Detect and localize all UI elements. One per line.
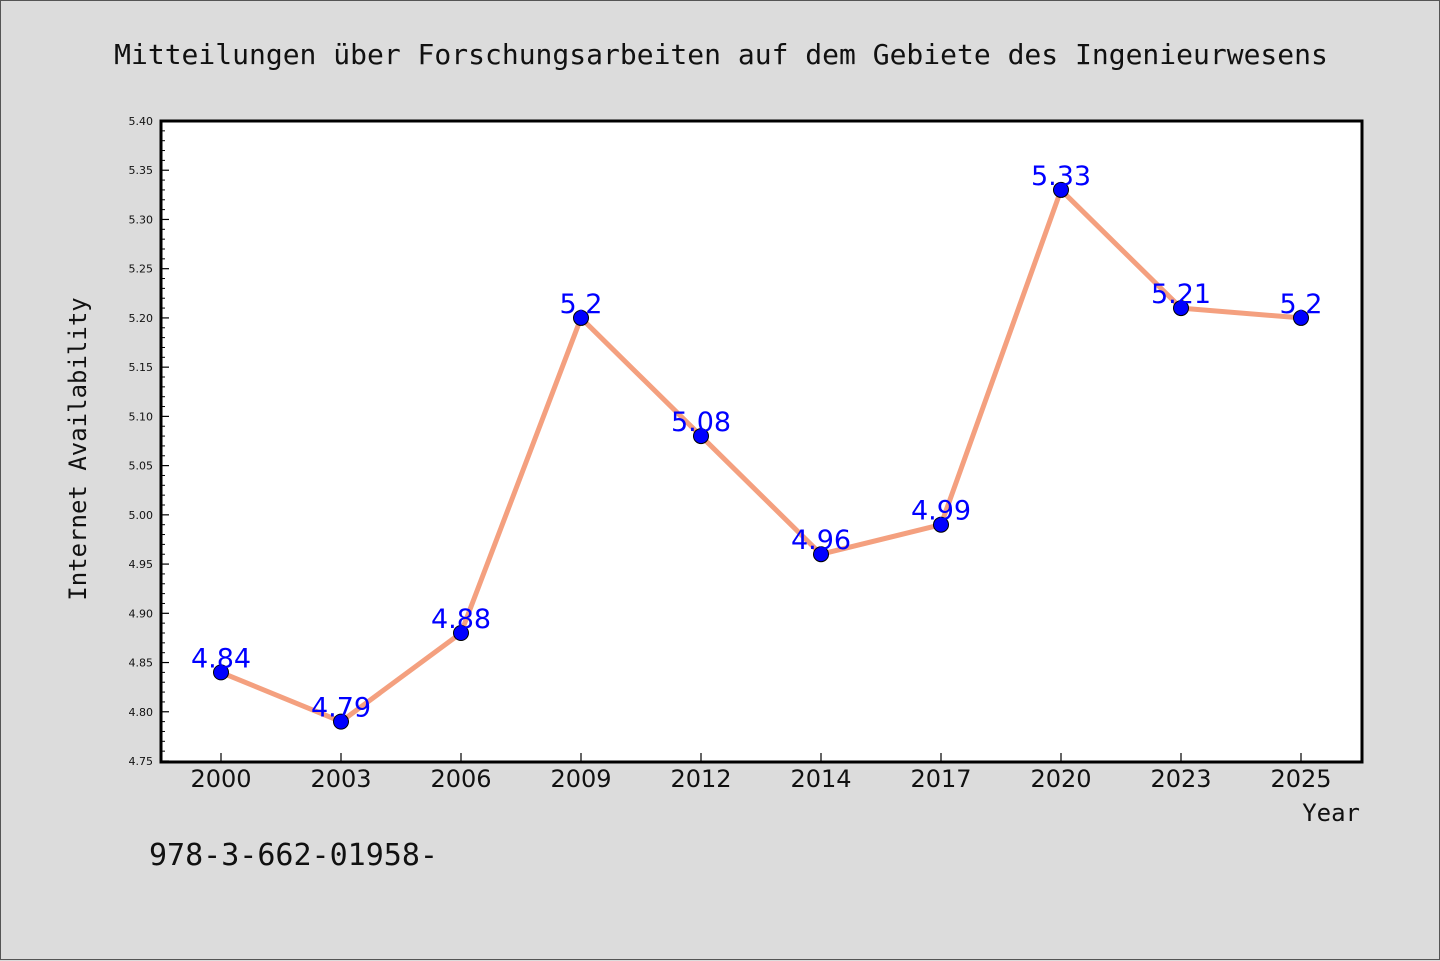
x-tick-label: 2009 — [550, 765, 611, 793]
y-tick-label: 4.95 — [129, 558, 154, 571]
data-label: 4.79 — [311, 693, 371, 724]
x-tick-label: 2023 — [1150, 765, 1211, 793]
y-tick-label: 5.25 — [129, 263, 154, 276]
y-axis: 4.75 4.80 4.85 4.90 4.95 5.00 5.05 5.10 5.15 5.20… — [129, 115, 169, 768]
x-axis: 2000 2003 2006 2009 2012 2014 2017 2020 2023 2025 — [190, 753, 1332, 793]
y-tick-label: 5.30 — [129, 213, 154, 226]
y-tick-label: 4.75 — [129, 755, 154, 768]
y-tick-label: 5.05 — [129, 460, 154, 473]
x-tick-label: 2020 — [1030, 765, 1091, 793]
data-label: 4.99 — [911, 496, 971, 527]
data-point — [1293, 309, 1309, 326]
y-tick-label: 4.85 — [129, 657, 154, 670]
data-label: 5.2 — [1280, 289, 1323, 320]
data-point — [573, 309, 589, 326]
y-tick-label: 5.00 — [129, 509, 154, 522]
data-label: 4.88 — [431, 604, 491, 635]
x-tick-label: 2003 — [310, 765, 371, 793]
series-line — [220, 187, 1302, 725]
data-point — [453, 625, 469, 641]
x-tick-label: 2012 — [670, 765, 731, 793]
y-tick-label: 5.40 — [129, 115, 154, 128]
data-point — [213, 664, 229, 681]
data-point — [1173, 300, 1189, 317]
data-label: 4.84 — [191, 643, 251, 674]
data-label: 5.21 — [1151, 279, 1211, 310]
x-tick-label: 2025 — [1270, 765, 1331, 793]
y-tick-label: 4.90 — [129, 607, 154, 620]
y-axis-label: Internet Availability — [64, 297, 92, 600]
footer-code: 978-3-662-01958- — [149, 838, 438, 873]
y-tick-label: 5.35 — [129, 164, 154, 177]
data-label: 4.96 — [791, 525, 851, 556]
x-tick-label: 2000 — [190, 765, 251, 793]
series-layer: 4.84 4.79 4.88 5.2 5.08 4.96 4.99 5.33 5.21 5.2 — [191, 161, 1323, 730]
data-point — [813, 546, 829, 563]
data-point — [693, 428, 709, 445]
data-label: 5.2 — [560, 289, 603, 320]
data-point — [933, 516, 949, 533]
x-tick-label: 2014 — [790, 765, 851, 793]
y-tick-label: 4.80 — [129, 706, 154, 719]
x-tick-label: 2006 — [430, 765, 491, 793]
y-tick-label: 5.10 — [129, 410, 154, 423]
x-tick-label: 2017 — [910, 765, 971, 793]
y-tick-label: 5.20 — [129, 312, 154, 325]
data-point — [333, 713, 349, 730]
x-axis-label: Year — [1302, 799, 1360, 827]
data-label: 5.33 — [1031, 161, 1091, 192]
data-label: 5.08 — [671, 407, 731, 438]
y-tick-label: 5.15 — [129, 361, 154, 374]
plot-area — [159, 119, 1364, 764]
data-point — [1053, 181, 1069, 198]
chart-title: Mitteilungen über Forschungsarbeiten auf… — [114, 38, 1328, 71]
